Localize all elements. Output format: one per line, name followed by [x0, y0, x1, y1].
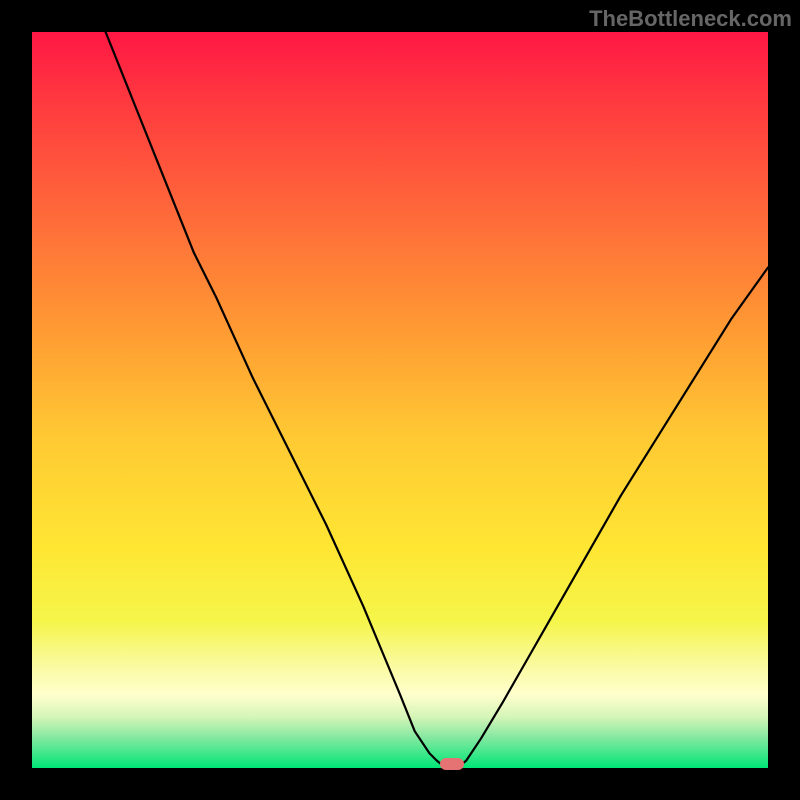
- optimal-point-marker: [440, 758, 464, 770]
- watermark-text: TheBottleneck.com: [589, 6, 792, 32]
- bottleneck-curve: [32, 32, 768, 768]
- gradient-background: [32, 32, 768, 768]
- chart-container: TheBottleneck.com: [0, 0, 800, 800]
- plot-area: [32, 32, 768, 768]
